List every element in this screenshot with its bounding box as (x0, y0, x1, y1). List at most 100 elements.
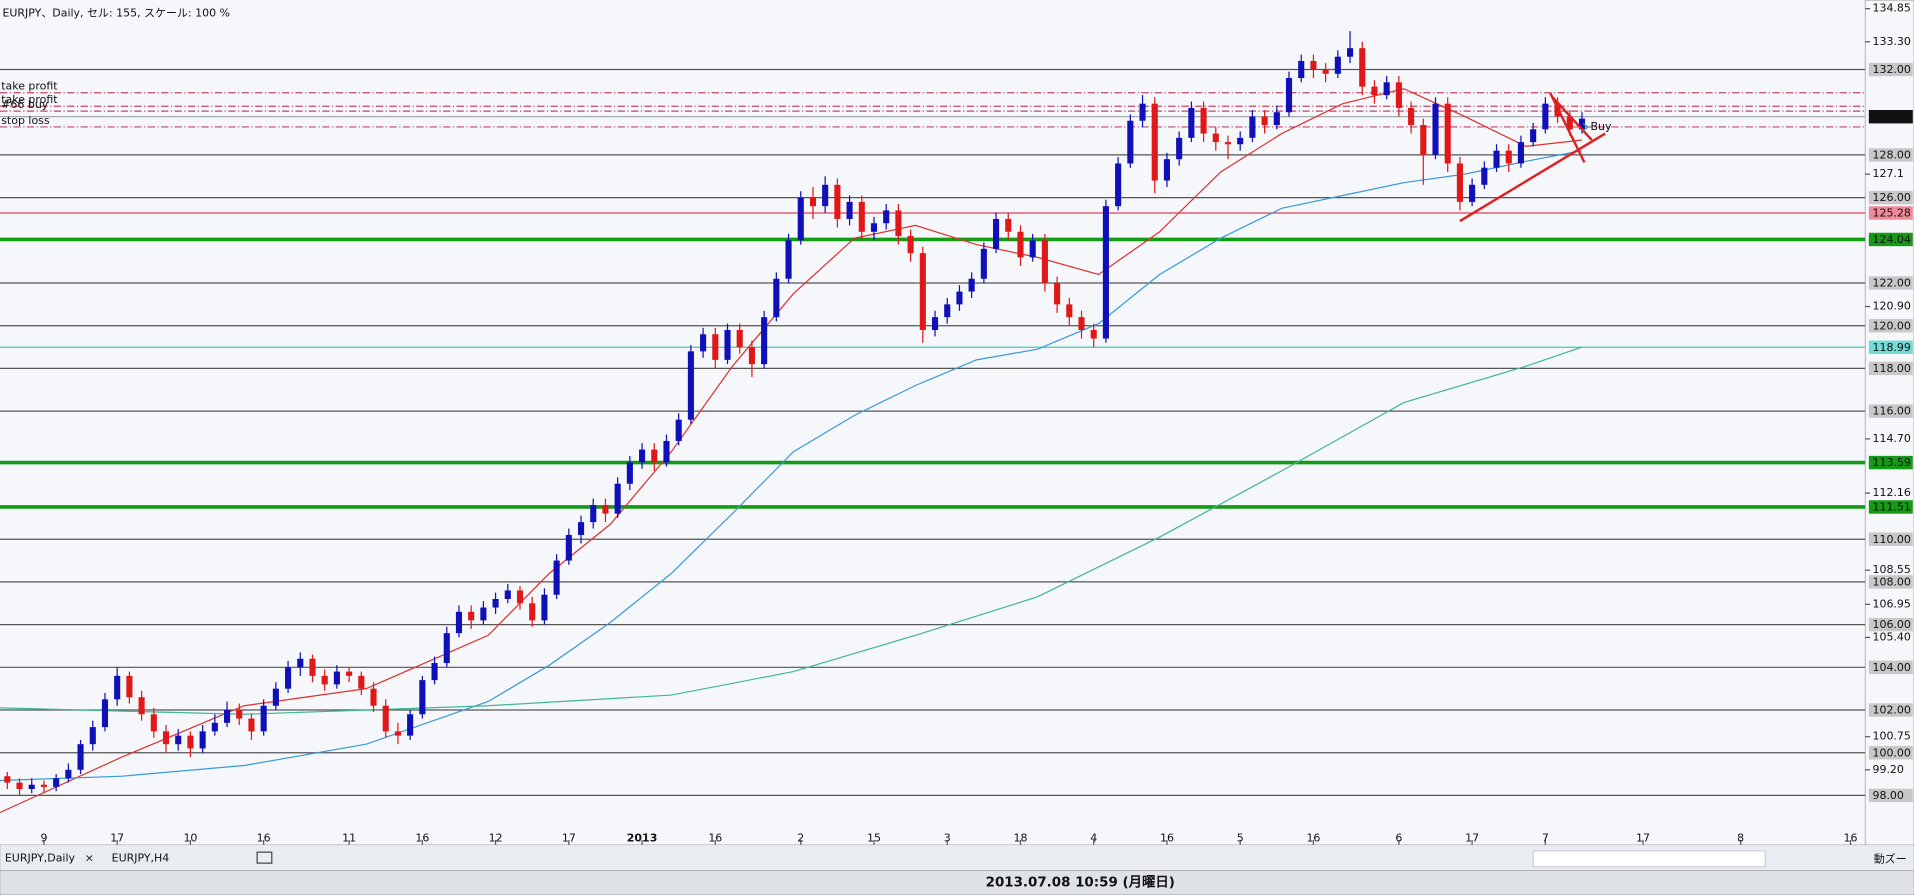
level-label-box (1868, 500, 1913, 514)
level-label-box (1868, 276, 1913, 290)
candle-body (614, 483, 621, 514)
candle-body (236, 710, 243, 719)
y-tick-label: 112.16 (1872, 486, 1910, 499)
candle-body (639, 449, 646, 463)
candle-body (834, 184, 841, 219)
candle-body (565, 534, 572, 561)
level-label-box (1868, 206, 1913, 220)
x-tick-label: 16 (1306, 832, 1320, 845)
candle-body (870, 223, 878, 232)
scrollbox[interactable] (1532, 850, 1766, 868)
toolbar-button[interactable]: 動ズー (1874, 851, 1907, 865)
tab-close[interactable]: × (85, 851, 94, 864)
x-tick-label: 3 (944, 832, 951, 845)
candle-body (40, 784, 47, 787)
x-tick-label: 16 (1844, 832, 1858, 845)
candle-body (761, 317, 768, 365)
candle-body (1469, 184, 1476, 202)
order-label: take profit (1, 80, 58, 93)
candle-body (687, 351, 694, 420)
level-label: 108.00 (1872, 576, 1910, 589)
y-tick-label: 127.1 (1872, 167, 1903, 180)
candle-body (65, 769, 72, 779)
level-label-box (1868, 660, 1913, 675)
x-tick-label: 9 (40, 832, 47, 845)
candle-body (199, 731, 206, 749)
tab-label[interactable]: EURJPY,H4 (112, 851, 170, 864)
candle-body (724, 329, 731, 360)
candle-body (333, 671, 340, 685)
candle-body (1444, 103, 1451, 164)
candle-body (370, 688, 377, 706)
candle-body (1054, 283, 1061, 305)
candle-body (1102, 206, 1109, 339)
x-tick-label: 15 (867, 832, 881, 845)
level-label-box (1868, 232, 1913, 247)
candle-body (407, 714, 414, 736)
candle-body (1298, 60, 1305, 79)
candle-body (858, 201, 865, 232)
candle-body (1530, 129, 1537, 143)
level-label: 118.99 (1872, 341, 1910, 354)
level-label-box (1868, 62, 1913, 77)
candle-body (1151, 103, 1158, 181)
candle-body (1383, 82, 1390, 96)
candle-body (1420, 125, 1427, 155)
candle-body (1029, 240, 1036, 258)
candle-body (309, 658, 316, 676)
candle-body (248, 718, 255, 732)
level-label-box (1868, 361, 1913, 376)
candle-body (626, 462, 633, 484)
candle-body (748, 347, 755, 365)
trendline (1459, 132, 1606, 223)
candle-body (1517, 142, 1524, 164)
candle-body (138, 697, 145, 715)
level-label: 126.00 (1872, 191, 1910, 204)
level-label: 100.00 (1872, 746, 1910, 759)
candle-body (492, 598, 499, 608)
y-tick-label: 105.40 (1872, 630, 1910, 643)
candle-body (1334, 56, 1341, 74)
candle-body (1066, 304, 1073, 318)
y-tick-label: 100.75 (1872, 730, 1910, 743)
price-axis-bg (1864, 0, 1914, 846)
level-label-box (1868, 455, 1913, 470)
candle-body (480, 607, 487, 621)
level-label: 129.79 (1872, 110, 1910, 123)
order-label: take profit (1, 93, 58, 106)
candle-body (419, 680, 426, 715)
candle-body (4, 776, 11, 783)
candle-body (1200, 107, 1207, 134)
candle-body (28, 784, 35, 790)
level-label: 120.00 (1872, 319, 1910, 332)
candle-body (993, 218, 1000, 249)
candle-body (1408, 107, 1415, 126)
candle-body (1493, 150, 1500, 168)
candle-body (1249, 116, 1256, 138)
level-label: 128.00 (1872, 149, 1910, 162)
tab-button[interactable] (256, 851, 273, 864)
candle-body (1163, 159, 1171, 181)
level-label: 116.00 (1872, 405, 1910, 418)
candle-body (809, 197, 817, 207)
candle-body (187, 735, 194, 749)
chart-bg (0, 0, 1865, 845)
candle-body (700, 334, 707, 352)
level-label-box (1868, 617, 1913, 632)
order-label: stop loss (1, 114, 50, 127)
status-bar (0, 870, 1914, 895)
y-tick-label: 134.85 (1872, 2, 1910, 15)
candle-body (931, 317, 939, 330)
candle-body (797, 197, 804, 241)
candle-body (1456, 163, 1463, 202)
candle-body (968, 278, 975, 292)
candle-body (1127, 120, 1134, 164)
tab-label[interactable]: EURJPY,Daily (5, 851, 76, 864)
moving-average (0, 346, 1583, 715)
level-label: 104.00 (1872, 661, 1910, 674)
candle-body (1139, 103, 1146, 121)
candle-body (1285, 78, 1293, 113)
candle-body (1273, 112, 1280, 126)
